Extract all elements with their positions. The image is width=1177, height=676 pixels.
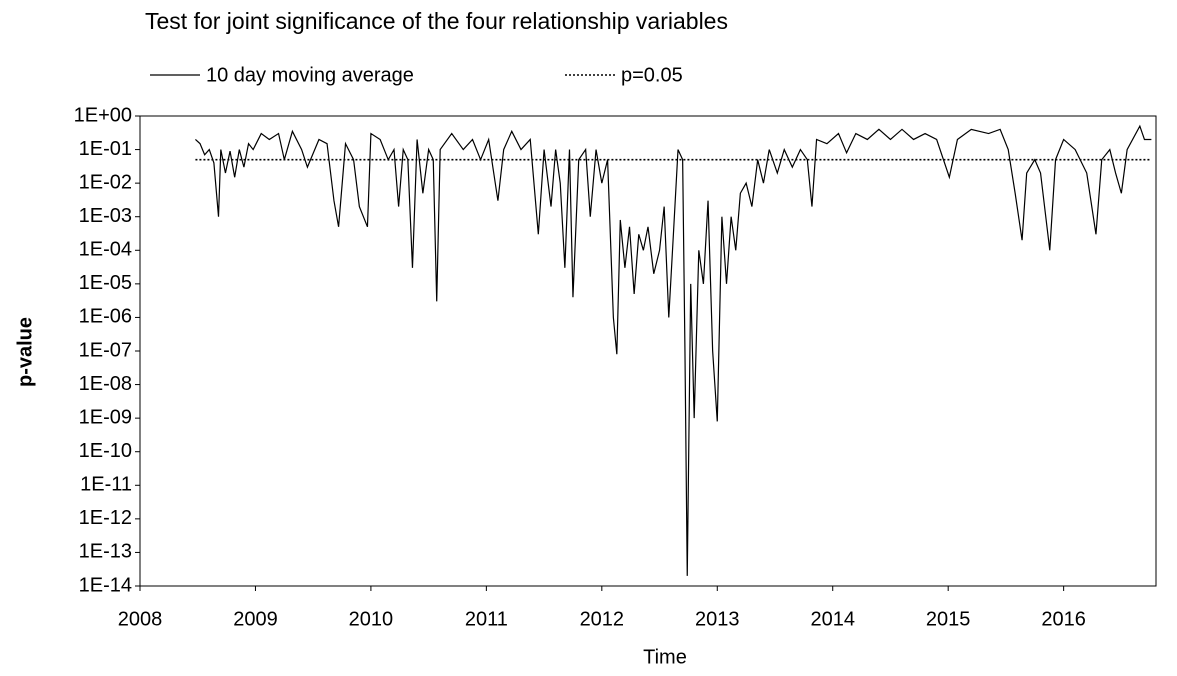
y-tick-label: 1E-10 [79, 440, 132, 462]
legend-label: 10 day moving average [206, 64, 414, 86]
chart-title: Test for joint significance of the four … [145, 8, 728, 34]
x-tick-label: 2015 [926, 608, 971, 630]
y-tick-label: 1E-14 [79, 574, 132, 596]
x-tick-label: 2011 [465, 608, 508, 630]
legend-label: p=0.05 [621, 64, 683, 86]
y-tick-label: 1E-08 [79, 373, 132, 395]
x-axis-label: Time [643, 646, 687, 668]
x-tick-label: 2013 [695, 608, 740, 630]
x-tick-label: 2010 [349, 608, 394, 630]
y-tick-label: 1E+00 [74, 104, 132, 126]
y-tick-label: 1E-09 [79, 406, 132, 428]
y-tick-label: 1E-12 [79, 507, 132, 529]
data-line [195, 124, 1152, 576]
x-tick-label: 2009 [233, 608, 278, 630]
y-tick-label: 1E-11 [80, 474, 132, 496]
y-tick-label: 1E-06 [79, 306, 132, 328]
plot-frame [139, 115, 1157, 587]
x-tick-label: 2016 [1041, 608, 1086, 630]
y-tick-label: 1E-07 [79, 339, 132, 361]
y-tick-label: 1E-05 [79, 272, 132, 294]
x-tick-label: 2008 [118, 608, 163, 630]
x-tick-label: 2014 [810, 608, 855, 630]
x-tick-label: 2012 [580, 608, 625, 630]
y-tick-label: 1E-03 [79, 205, 132, 227]
y-tick-label: 1E-13 [79, 541, 132, 563]
y-axis-label: p-value [14, 317, 36, 387]
y-tick-label: 1E-01 [79, 138, 132, 160]
y-tick-label: 1E-02 [79, 171, 132, 193]
y-tick-label: 1E-04 [79, 239, 132, 261]
